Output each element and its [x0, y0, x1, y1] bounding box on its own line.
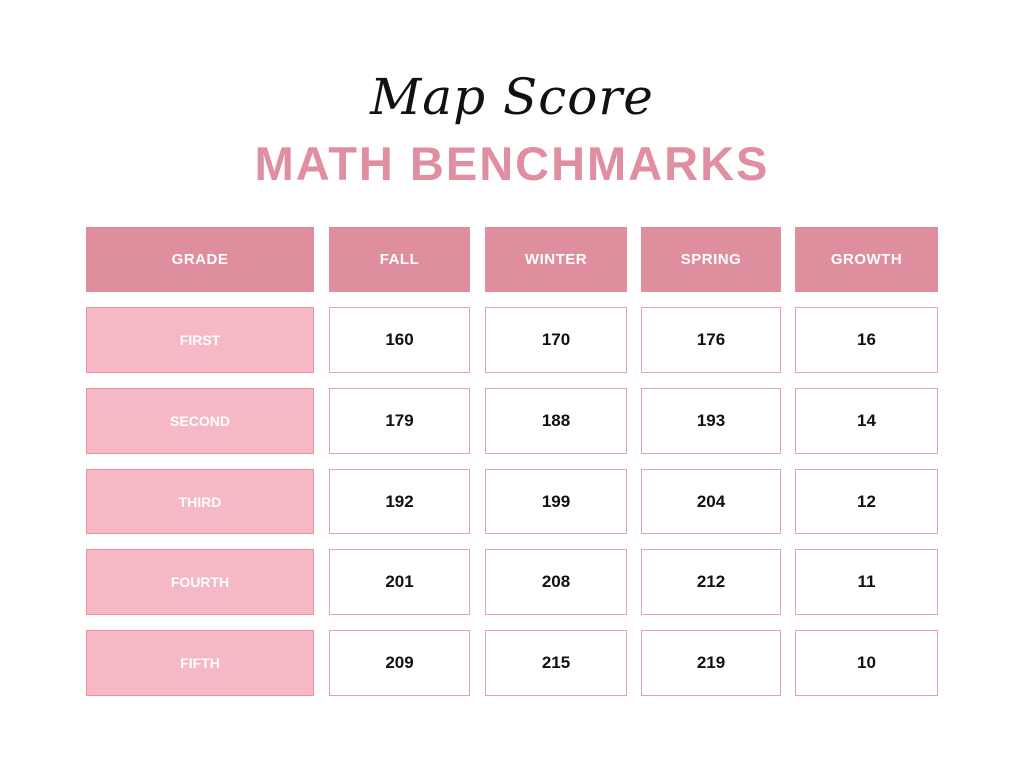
table-cell: 160 [329, 307, 470, 373]
table-cell: 201 [329, 549, 470, 615]
table-cell: 179 [329, 388, 470, 454]
table-cell: 188 [485, 388, 627, 454]
table-cell: 219 [641, 630, 781, 696]
script-title: Map Score [370, 68, 654, 126]
row-label: FIRST [86, 307, 314, 373]
table-cell: 208 [485, 549, 627, 615]
table-cell: 192 [329, 469, 470, 534]
table-cell: 170 [485, 307, 627, 373]
column-header: SPRING [641, 227, 781, 292]
table-cell: 215 [485, 630, 627, 696]
table-cell: 10 [795, 630, 938, 696]
row-label: FOURTH [86, 549, 314, 615]
table-cell: 11 [795, 549, 938, 615]
column-header: WINTER [485, 227, 627, 292]
row-label: FIFTH [86, 630, 314, 696]
table-cell: 199 [485, 469, 627, 534]
column-header: GROWTH [795, 227, 938, 292]
table-cell: 204 [641, 469, 781, 534]
table-cell: 209 [329, 630, 470, 696]
row-label: SECOND [86, 388, 314, 454]
table-cell: 193 [641, 388, 781, 454]
column-header: GRADE [86, 227, 314, 292]
column-header: FALL [329, 227, 470, 292]
page-title: MATH BENCHMARKS [254, 137, 770, 190]
table-cell: 14 [795, 388, 938, 454]
table-cell: 176 [641, 307, 781, 373]
row-label: THIRD [86, 469, 314, 534]
table-cell: 12 [795, 469, 938, 534]
table-cell: 16 [795, 307, 938, 373]
table-cell: 212 [641, 549, 781, 615]
